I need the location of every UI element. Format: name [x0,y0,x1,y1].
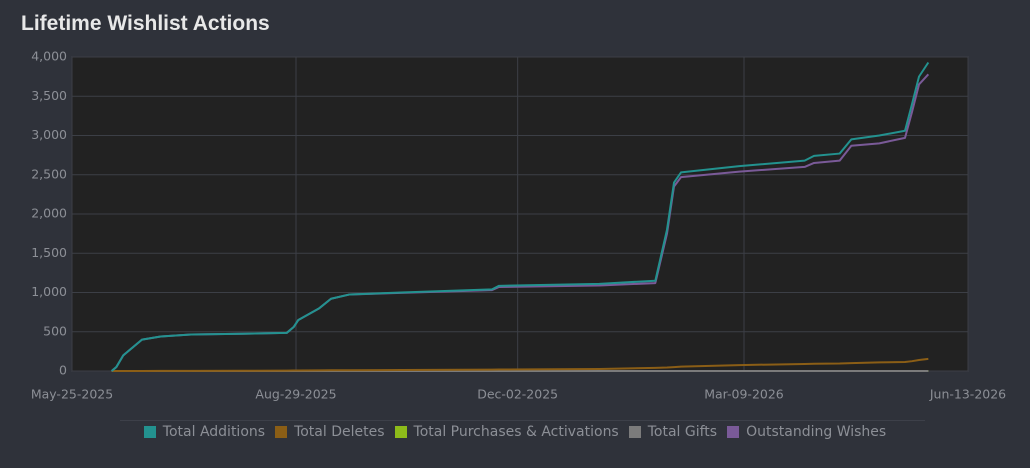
y-tick-label: 3,000 [31,127,67,142]
legend-item[interactable]: Total Gifts [628,424,718,440]
legend-label: Total Deletes [294,424,385,440]
legend: Total Additions Total Deletes Total Purcha… [0,424,1030,440]
x-tick-label: Aug-29-2025 [255,387,336,402]
legend-label: Total Additions [162,424,266,440]
y-tick-label: 4,000 [31,49,67,64]
y-tick-label: 500 [43,323,67,338]
legend-item[interactable]: Total Additions [143,424,266,440]
legend-separator [120,420,925,421]
legend-swatch [143,426,156,438]
legend-item[interactable]: Total Deletes [275,424,385,440]
legend-label: Total Purchases & Activations [413,424,619,440]
legend-label: Total Gifts [647,424,718,440]
y-tick-label: 1,500 [31,245,67,260]
x-tick-label: Jun-13-2026 [929,387,1006,402]
y-tick-label: 3,500 [31,88,67,103]
series-line [111,357,929,372]
legend-label: Outstanding Wishes [746,424,887,440]
y-tick-label: 2,000 [31,206,67,221]
legend-swatch [394,426,407,438]
y-tick-label: 0 [59,363,67,378]
y-tick-label: 1,000 [31,284,67,299]
legend-swatch [628,426,641,438]
legend-swatch [275,426,288,438]
series-line [111,61,930,372]
x-tick-label: Dec-02-2025 [477,387,558,402]
x-tick-label: Mar-09-2026 [704,387,784,402]
chart-title: Lifetime Wishlist Actions [21,12,270,35]
x-tick-label: May-25-2025 [31,387,113,402]
y-tick-label: 2,500 [31,166,67,181]
legend-item[interactable]: Total Purchases & Activations [394,424,619,440]
legend-swatch [727,426,740,438]
legend-item[interactable]: Outstanding Wishes [727,424,886,440]
